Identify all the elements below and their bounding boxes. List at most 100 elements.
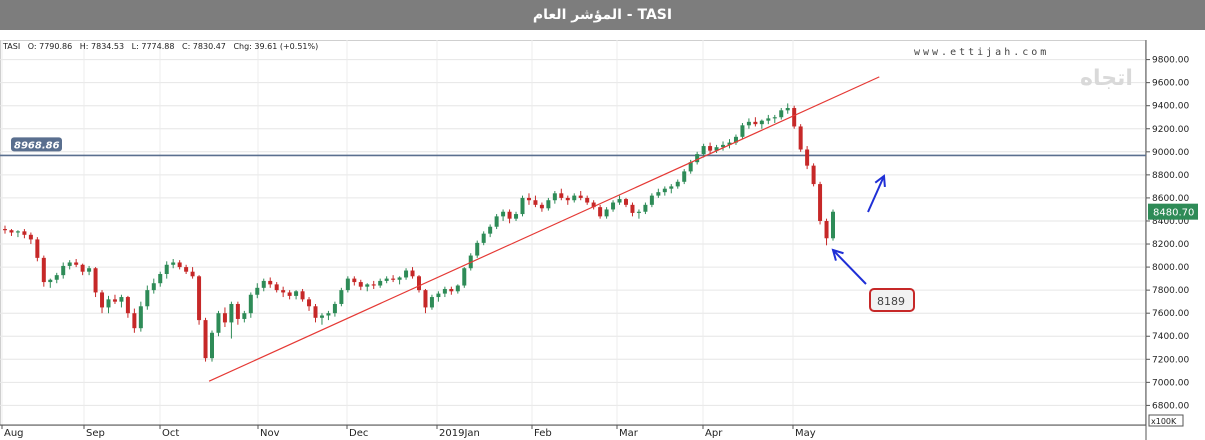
chart-canvas [0,30,1205,440]
breakout-arrow-icon-head [874,174,886,188]
low-annotation-box [869,288,915,312]
candle-body [255,287,260,295]
y-tick-label: 8600.00 [1152,194,1189,204]
candle-body [708,146,713,151]
y-unit-label: x100K [1151,417,1177,426]
candle-body [805,149,810,166]
candle-body [404,270,409,278]
candle-body [268,280,273,285]
candle-body [274,284,279,291]
candle-body [106,299,111,308]
candle-body [164,264,169,274]
y-tick-label: 7400.00 [1152,332,1189,342]
candle-body [675,181,680,187]
candle-body [481,233,486,243]
candle-body [100,292,105,308]
candle-body [746,121,751,126]
candle-body [656,192,661,196]
candle-body [171,262,176,265]
candle-body [177,262,182,268]
y-tick-label: 8800.00 [1152,171,1189,181]
candle-body [753,121,758,125]
candle-body [15,231,20,233]
x-tick-label: May [795,428,816,439]
candle-body [598,207,603,217]
candle-body [714,147,719,151]
candle-body [772,117,777,119]
candle-body [22,231,27,235]
candle-body [488,226,493,234]
candle-body [546,200,551,209]
candle-body [565,197,570,201]
candle-body [429,297,434,308]
candle-body [831,211,835,239]
candle-body [125,297,130,314]
website-watermark: www.ettijah.com [914,47,1050,58]
candle-body [559,193,564,198]
y-tick-label: 9200.00 [1152,125,1189,135]
x-tick-label: Dec [349,428,368,439]
candle-body [449,288,454,292]
candle-body [630,204,635,213]
x-tick-label: Oct [162,428,179,439]
y-tick-label: 8200.00 [1152,240,1189,250]
x-tick-label: Sep [86,428,105,439]
candle-body [539,204,544,209]
candle-body [442,288,447,294]
y-unit-box [1148,414,1184,427]
candle-body [48,279,53,283]
candle-body [727,142,732,145]
candle-body [552,193,557,201]
candle-body [345,278,350,291]
x-tick-label: Aug [4,428,24,439]
candle-body [423,290,428,308]
ohlc-low: L: 7774.88 [131,42,175,51]
y-tick-label: 9800.00 [1152,56,1189,66]
y-tick-label: 7800.00 [1152,286,1189,296]
candle-body [792,108,797,127]
candle-body [501,211,506,217]
candle-body [417,276,421,291]
candle-body [475,242,480,256]
candle-body [151,283,156,291]
candle-body [785,108,790,111]
candle-body [462,268,467,286]
candle-body [287,292,292,296]
candle-body [695,154,700,163]
candle-body [410,270,415,277]
candle-body [572,195,577,201]
candle-body [617,199,622,203]
candle-body [313,306,318,318]
candle-body [197,276,202,321]
candle-body [210,332,214,359]
candle-body [138,306,143,329]
candle-body [533,200,538,205]
candle-body [261,280,266,288]
candle-body [358,282,363,287]
candle-body [397,277,402,280]
candle-body [824,220,829,239]
candle-body [740,125,745,137]
candle-body [436,293,441,298]
candle-body [294,291,299,296]
candle-body [371,284,376,286]
candle-body [319,315,324,318]
candle-body [158,273,163,284]
x-tick-label: 2019Jan [439,428,480,439]
ohlc-readout: TASI O: 7790.86 H: 7834.53 L: 7774.88 C:… [3,42,323,51]
y-tick-label: 6800.00 [1152,401,1189,411]
candle-body [378,280,383,286]
candle-body [520,197,525,215]
x-tick-label: Mar [619,428,639,439]
y-tick-label: 7000.00 [1152,378,1189,388]
candle-body [300,291,305,300]
candle-body [779,110,784,118]
plot-border [0,40,1146,426]
candle-body [604,209,609,217]
candle-body [80,264,85,272]
candle-body [662,188,667,193]
y-tick-label: 8000.00 [1152,263,1189,273]
candle-body [112,299,117,302]
title-text: المؤشر العام - TASI [532,7,673,23]
candle-body [494,216,499,227]
